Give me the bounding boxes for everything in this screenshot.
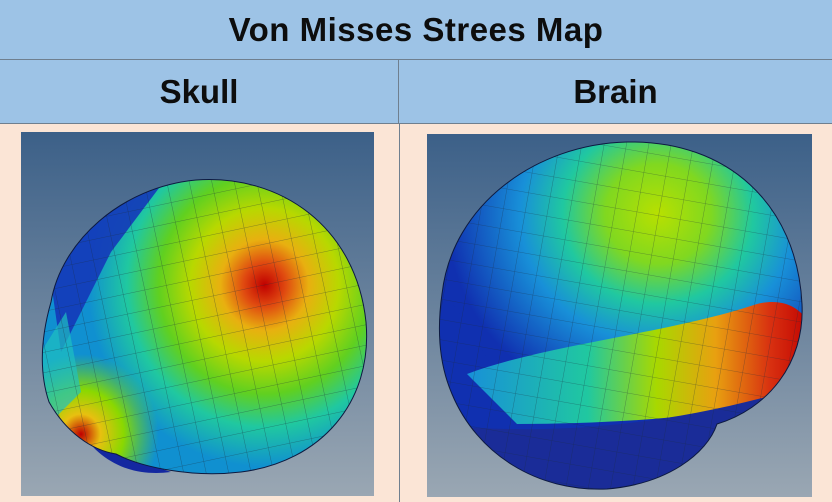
- page-title: Von Misses Strees Map: [228, 10, 604, 48]
- column-label-brain: Brain: [573, 73, 658, 110]
- column-header-brain: Brain: [399, 60, 832, 124]
- column-divider: [399, 124, 400, 502]
- column-header-skull: Skull: [0, 60, 399, 124]
- title-row: Von Misses Strees Map: [0, 0, 832, 60]
- header-row: Skull Brain: [0, 60, 832, 124]
- skull-stress-map-image: [21, 132, 374, 496]
- image-row: [0, 124, 832, 502]
- column-label-skull: Skull: [159, 73, 239, 110]
- brain-stress-map-image: [427, 134, 812, 497]
